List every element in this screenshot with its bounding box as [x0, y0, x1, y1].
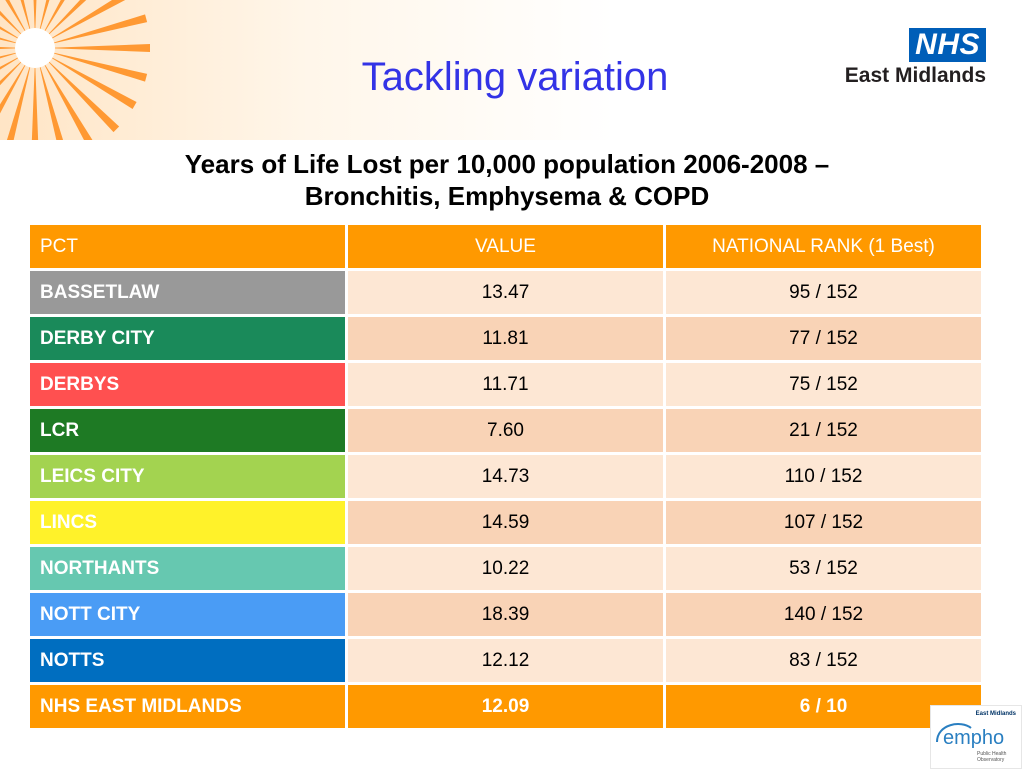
rank-cell: 83 / 152 — [666, 639, 981, 682]
header-background — [0, 0, 1024, 140]
pct-cell: BASSETLAW — [30, 271, 345, 314]
pct-cell: DERBYS — [30, 363, 345, 406]
table-row: NORTHANTS 10.22 53 / 152 — [30, 547, 981, 590]
value-cell: 14.73 — [348, 455, 663, 498]
nhs-logo-region: East Midlands — [844, 64, 986, 87]
empho-line-1: Public Health — [977, 751, 1007, 757]
total-row: NHS EAST MIDLANDS 12.09 6 / 10 — [30, 685, 981, 728]
column-header-rank: NATIONAL RANK (1 Best) — [666, 225, 981, 268]
rank-cell: 110 / 152 — [666, 455, 981, 498]
table-header-row: PCT VALUE NATIONAL RANK (1 Best) — [30, 225, 981, 268]
rank-cell: 21 / 152 — [666, 409, 981, 452]
empho-logo: East Midlands empho Public Health Observ… — [930, 705, 1022, 769]
pct-cell: NOTTS — [30, 639, 345, 682]
table-row: LCR 7.60 21 / 152 — [30, 409, 981, 452]
rank-cell: 140 / 152 — [666, 593, 981, 636]
table-row: DERBY CITY 11.81 77 / 152 — [30, 317, 981, 360]
table-title-line-2: Bronchitis, Emphysema & COPD — [304, 181, 710, 211]
value-cell: 10.22 — [348, 547, 663, 590]
rank-cell: 53 / 152 — [666, 547, 981, 590]
table-row: LINCS 14.59 107 / 152 — [30, 501, 981, 544]
nhs-logo: NHS East Midlands — [816, 28, 986, 88]
pct-cell: LINCS — [30, 501, 345, 544]
pct-cell: NOTT CITY — [30, 593, 345, 636]
table-row: LEICS CITY 14.73 110 / 152 — [30, 455, 981, 498]
data-table: PCT VALUE NATIONAL RANK (1 Best) BASSETL… — [27, 222, 984, 731]
value-cell: 11.81 — [348, 317, 663, 360]
table-row: DERBYS 11.71 75 / 152 — [30, 363, 981, 406]
pct-cell: LEICS CITY — [30, 455, 345, 498]
nhs-logo-box: NHS — [909, 28, 986, 62]
rank-cell: 107 / 152 — [666, 501, 981, 544]
rank-cell: 95 / 152 — [666, 271, 981, 314]
rank-cell: 75 / 152 — [666, 363, 981, 406]
pct-cell: LCR — [30, 409, 345, 452]
sunburst-logo — [0, 0, 380, 140]
column-header-value: VALUE — [348, 225, 663, 268]
value-cell: 12.09 — [348, 685, 663, 728]
value-cell: 13.47 — [348, 271, 663, 314]
rank-cell: 77 / 152 — [666, 317, 981, 360]
pct-cell: NORTHANTS — [30, 547, 345, 590]
pct-cell: NHS EAST MIDLANDS — [30, 685, 345, 728]
rank-cell: 6 / 10 — [666, 685, 981, 728]
empho-top-text: East Midlands — [976, 711, 1017, 717]
table-title-line-1: Years of Life Lost per 10,000 population… — [184, 149, 830, 179]
page-title: Tackling variation — [361, 55, 669, 99]
table-title: Years of Life Lost per 10,000 population… — [0, 148, 1014, 212]
value-cell: 18.39 — [348, 593, 663, 636]
column-header-pct: PCT — [30, 225, 345, 268]
value-cell: 11.71 — [348, 363, 663, 406]
value-cell: 12.12 — [348, 639, 663, 682]
table-row: NOTT CITY 18.39 140 / 152 — [30, 593, 981, 636]
value-cell: 7.60 — [348, 409, 663, 452]
table-row: NOTTS 12.12 83 / 152 — [30, 639, 981, 682]
empho-line-2: Observatory — [977, 757, 1005, 763]
pct-cell: DERBY CITY — [30, 317, 345, 360]
empho-name: empho — [943, 727, 1004, 749]
table-row: BASSETLAW 13.47 95 / 152 — [30, 271, 981, 314]
value-cell: 14.59 — [348, 501, 663, 544]
